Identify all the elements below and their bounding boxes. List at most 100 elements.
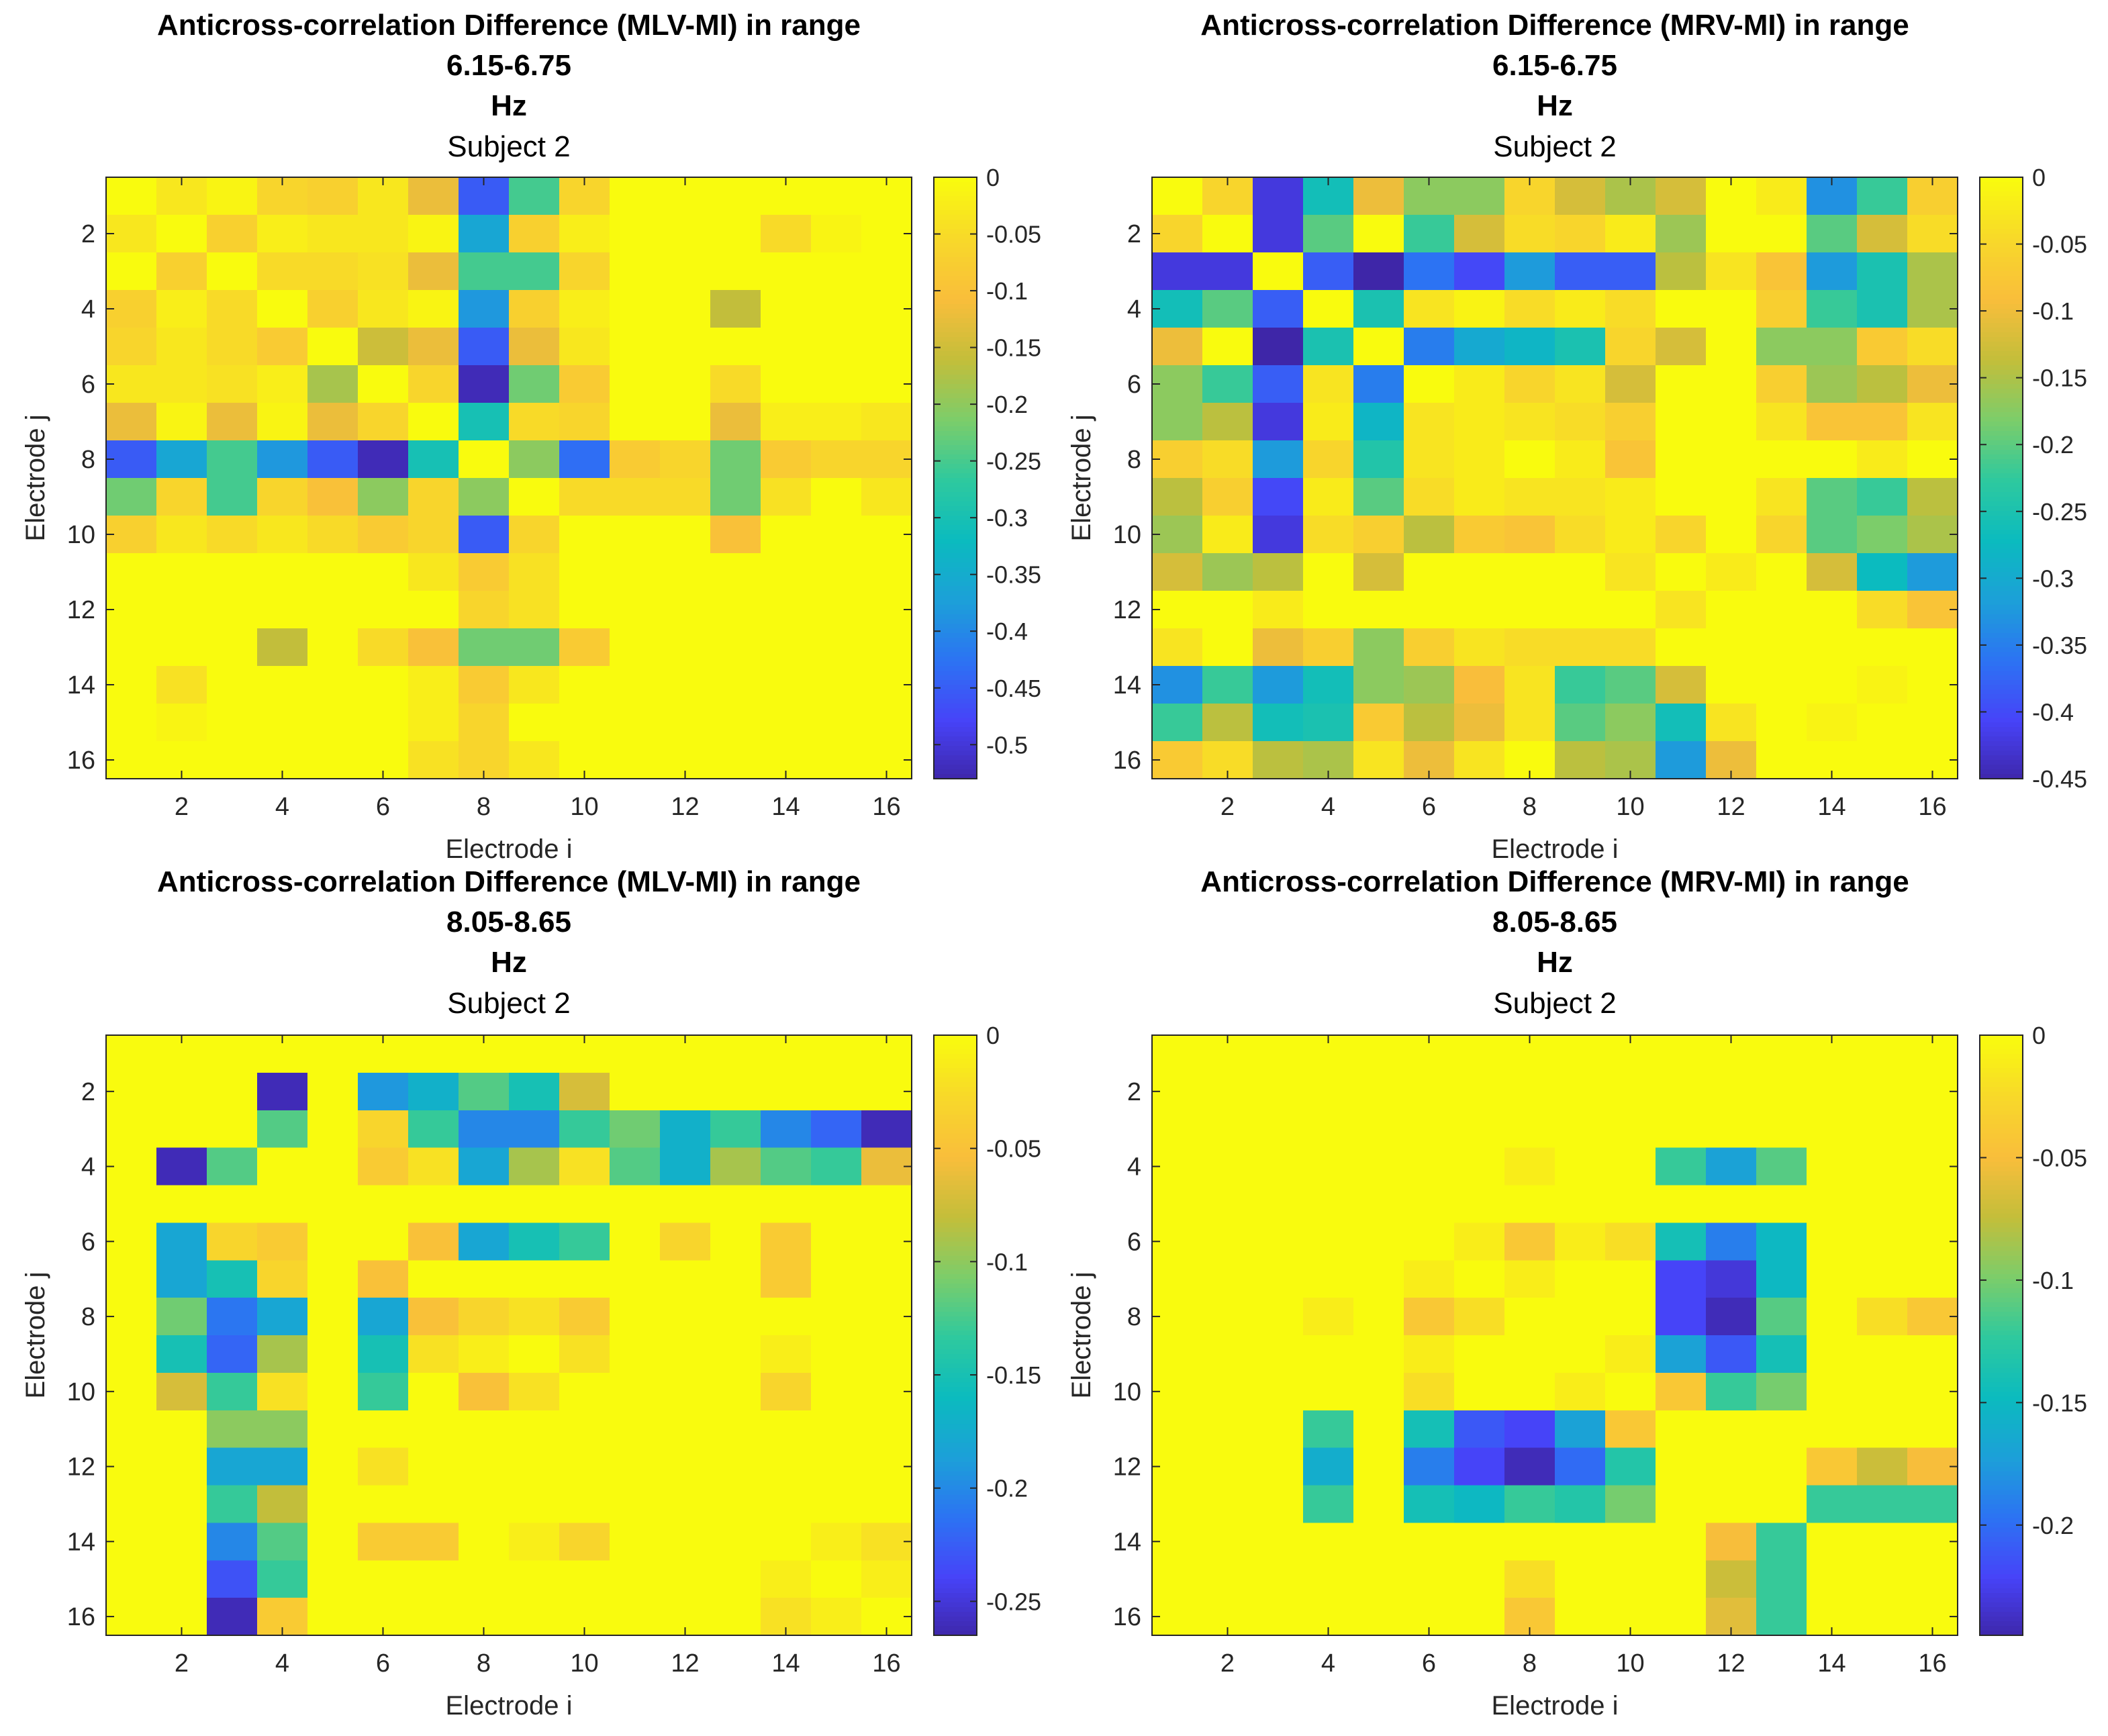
colorbar-segment	[934, 652, 977, 657]
x-tick-label: 8	[477, 793, 491, 821]
heatmap-cell	[207, 252, 258, 291]
colorbar-segment	[1980, 422, 2023, 427]
colorbar-segment	[1980, 774, 2023, 779]
colorbar-segment	[934, 332, 977, 338]
heatmap-cell	[408, 516, 459, 554]
heatmap-cell	[1555, 177, 1606, 215]
heatmap-cell	[761, 365, 812, 403]
heatmap-cell	[509, 666, 560, 704]
colorbar-segment	[1980, 628, 2023, 634]
heatmap-cell	[358, 591, 409, 629]
heatmap-cell	[610, 666, 661, 704]
colorbar-segment	[934, 1081, 977, 1088]
heatmap-cell	[1706, 1485, 1757, 1523]
colorbar-segment	[934, 1480, 977, 1486]
colorbar-segment	[934, 525, 977, 530]
colorbar-segment	[934, 1602, 977, 1608]
colorbar-segment	[1980, 1128, 2023, 1135]
heatmap-cell	[307, 1447, 358, 1486]
heatmap-cell	[307, 704, 358, 742]
colorbar-segment	[934, 276, 977, 281]
heatmap-cell	[710, 478, 761, 516]
heatmap-cell	[1303, 516, 1354, 554]
heatmap-cell	[610, 252, 661, 291]
colorbar-segment	[934, 1067, 977, 1073]
heatmap-cell	[761, 704, 812, 742]
heatmap-cell	[610, 1485, 661, 1523]
heatmap-cell	[358, 1447, 409, 1486]
colorbar-segment	[934, 450, 977, 455]
heatmap-cell	[710, 553, 761, 591]
colorbar-segment	[1980, 1617, 2023, 1622]
heatmap-cell	[710, 1298, 761, 1336]
heatmap-cell	[710, 1335, 761, 1373]
heatmap-cell	[610, 1222, 661, 1261]
heatmap-cell	[459, 1372, 510, 1411]
colorbar-segment	[1980, 1049, 2023, 1055]
y-axis-label: Electrode j	[21, 1272, 50, 1399]
heatmap-cell	[1656, 290, 1707, 328]
colorbar-segment	[934, 257, 977, 262]
heatmap-cell	[257, 704, 308, 742]
heatmap-cell	[710, 1485, 761, 1523]
colorbar-segment	[1980, 1044, 2023, 1050]
colorbar-segment	[934, 1204, 977, 1210]
heatmap-cell	[811, 328, 862, 366]
colorbar-segment	[934, 619, 977, 624]
colorbar-segment	[1980, 741, 2023, 746]
heatmap-cell	[1253, 440, 1304, 479]
heatmap-cell	[106, 1410, 157, 1449]
heatmap-cell	[811, 365, 862, 403]
colorbar-segment	[1980, 1105, 2023, 1111]
colorbar-segment	[934, 243, 977, 248]
colorbar-segment	[1980, 1518, 2023, 1524]
colorbar-segment	[934, 666, 977, 671]
colorbar-segment	[1980, 1298, 2023, 1303]
heatmap-cell	[1202, 1372, 1253, 1411]
colorbar-segment	[1980, 1190, 2023, 1196]
heatmap-cell	[1253, 1072, 1304, 1111]
colorbar-segment	[934, 675, 977, 681]
heatmap-cell	[1303, 440, 1354, 479]
heatmap-cell	[710, 1185, 761, 1223]
colorbar-segment	[1980, 1260, 2023, 1266]
y-tick-label: 8	[1127, 1303, 1141, 1331]
heatmap-cell	[1807, 1335, 1858, 1373]
x-tick-label: 16	[1918, 1649, 1946, 1678]
colorbar-tick-label: 0	[986, 164, 1000, 191]
x-tick-label: 8	[1523, 1649, 1537, 1678]
heatmap-cell	[1807, 1447, 1858, 1486]
heatmap-cell	[1555, 628, 1606, 667]
colorbar-segment	[934, 1410, 977, 1416]
heatmap-cell	[761, 1560, 812, 1598]
colorbar-segment	[1980, 196, 2023, 201]
heatmap-cell	[1404, 1485, 1455, 1523]
colorbar-segment	[1980, 1391, 2023, 1397]
heatmap-cell	[459, 365, 510, 403]
heatmap-cell	[1756, 516, 1807, 554]
heatmap-cell	[1202, 591, 1253, 629]
colorbar-segment	[934, 1363, 977, 1369]
colorbar-segment	[1980, 1405, 2023, 1411]
heatmap-cell	[1253, 1372, 1304, 1411]
heatmap-cell	[1555, 365, 1606, 403]
heatmap-cell	[459, 440, 510, 479]
x-axis-label: Electrode i	[1492, 1691, 1619, 1721]
colorbar-segment	[1980, 483, 2023, 488]
heatmap-cell	[1907, 252, 1958, 291]
heatmap-cell	[207, 1447, 258, 1486]
heatmap-cell	[307, 628, 358, 667]
colorbar-segment	[934, 647, 977, 653]
colorbar-segment	[1980, 473, 2023, 479]
colorbar-segment	[934, 1344, 977, 1350]
heatmap-cell	[408, 215, 459, 253]
heatmap-cell	[1756, 1447, 1807, 1486]
heatmap-cell	[307, 1598, 358, 1636]
colorbar-segment	[1980, 595, 2023, 601]
colorbar-segment	[1980, 1429, 2023, 1435]
colorbar-segment	[1980, 1372, 2023, 1378]
heatmap-cell	[1807, 516, 1858, 554]
colorbar-segment	[934, 516, 977, 521]
heatmap-cell	[1807, 1523, 1858, 1561]
heatmap-cell	[1605, 1185, 1656, 1223]
